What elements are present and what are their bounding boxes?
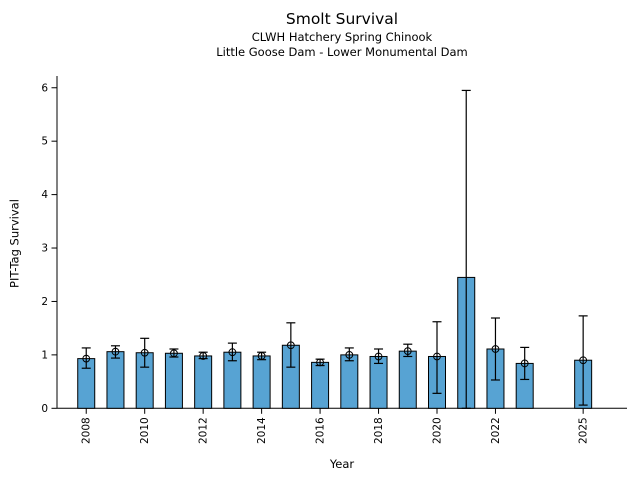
y-tick-label: 2: [41, 296, 48, 308]
marker-2013: [228, 348, 237, 357]
marker-2020: [433, 352, 441, 361]
x-tick-label: 2010: [139, 417, 151, 444]
x-tick-label: 2016: [315, 417, 327, 444]
chart-title: Smolt Survival: [285, 10, 399, 28]
x-tick-label: 2025: [578, 417, 590, 444]
marker-2008: [82, 354, 91, 363]
chart-subtitle-line1: CLWH Hatchery Spring Chinook: [251, 30, 433, 44]
bar-2019: [398, 350, 417, 409]
y-tick-label: 5: [41, 136, 48, 148]
bar-2011: [164, 352, 183, 409]
marker-2009: [111, 347, 120, 356]
x-tick-label: 2018: [373, 417, 385, 444]
marker-2011: [170, 349, 178, 358]
x-tick-label: 2022: [490, 417, 502, 444]
x-tick-label: 2008: [81, 417, 93, 444]
bar-2012: [194, 355, 213, 409]
marker-2025: [579, 356, 588, 365]
bar-2014: [252, 355, 271, 409]
y-tick-label: 0: [41, 403, 48, 415]
x-axis-label: Year: [329, 457, 355, 471]
x-tick-label: 2014: [256, 417, 268, 444]
marker-2016: [316, 358, 324, 367]
bar-2016: [311, 361, 330, 409]
x-tick-label: 2020: [432, 417, 444, 444]
y-tick-label: 1: [41, 349, 48, 361]
marker-2015: [286, 341, 295, 350]
marker-2014: [257, 352, 266, 360]
marker-2017: [345, 350, 354, 359]
y-tick-label: 6: [41, 82, 48, 94]
x-tick-label: 2012: [198, 417, 210, 444]
y-tick-label: 4: [41, 189, 48, 201]
marker-2019: [403, 347, 412, 356]
chart-subtitle-line2: Little Goose Dam - Lower Monumental Dam: [216, 45, 468, 59]
y-tick-label: 3: [41, 243, 48, 255]
bar-2017: [340, 354, 359, 409]
marker-2023: [520, 359, 529, 368]
marker-2012: [199, 352, 208, 360]
bar-2009: [106, 351, 125, 409]
y-axis-label: PIT-Tag Survival: [7, 199, 22, 288]
bar-2018: [369, 355, 388, 409]
marker-2018: [374, 352, 383, 361]
marker-2022: [491, 345, 500, 353]
marker-2010: [140, 348, 149, 357]
